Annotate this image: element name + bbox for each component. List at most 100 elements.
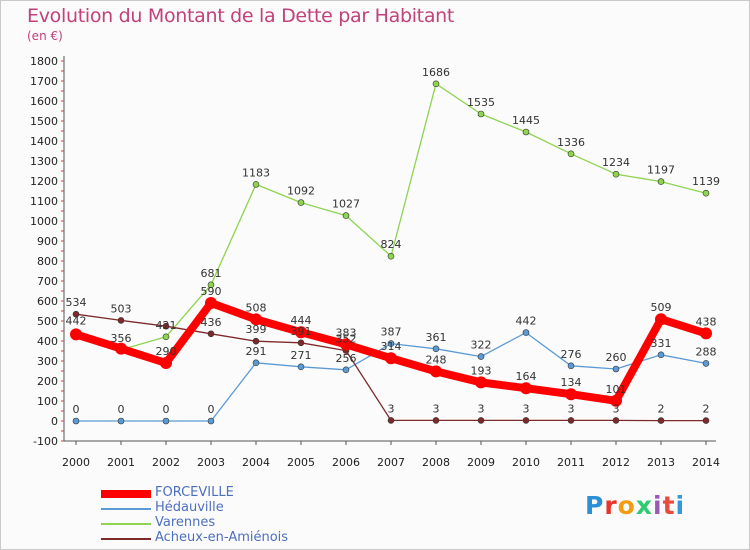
x-tick-label: 2011 bbox=[557, 456, 585, 469]
data-label: 399 bbox=[246, 323, 267, 336]
data-label: 101 bbox=[606, 383, 627, 396]
data-label: 0 bbox=[208, 403, 215, 416]
logo-letter: i bbox=[675, 491, 686, 520]
data-label: 391 bbox=[291, 325, 312, 338]
data-label: 3 bbox=[388, 402, 395, 415]
data-label: 503 bbox=[111, 302, 132, 315]
series-layer bbox=[70, 80, 712, 425]
data-label: 0 bbox=[118, 403, 125, 416]
data-label: 3 bbox=[523, 402, 530, 415]
x-tick-label: 2001 bbox=[107, 456, 135, 469]
series-point bbox=[475, 376, 487, 389]
data-label: 2 bbox=[703, 403, 710, 416]
data-label: 256 bbox=[336, 352, 357, 365]
series-point bbox=[117, 417, 125, 425]
series-point bbox=[72, 417, 80, 425]
y-tick-label: 0 bbox=[51, 415, 58, 428]
data-label: 438 bbox=[696, 315, 717, 328]
x-tick-label: 2008 bbox=[422, 456, 450, 469]
series-point bbox=[207, 281, 215, 289]
series-point bbox=[250, 313, 262, 326]
series-point bbox=[477, 417, 485, 424]
series-point bbox=[387, 252, 395, 260]
y-tick-label: 900 bbox=[37, 235, 58, 248]
series-point bbox=[252, 337, 260, 345]
series-point bbox=[702, 417, 710, 424]
logo-letter: i bbox=[653, 491, 663, 520]
data-label: 508 bbox=[246, 301, 267, 314]
data-label: 3 bbox=[613, 402, 620, 415]
series-point bbox=[387, 417, 395, 424]
series-point bbox=[657, 351, 665, 359]
y-tick-label: 100 bbox=[37, 395, 58, 408]
data-label: 824 bbox=[381, 238, 402, 251]
series-point bbox=[162, 322, 170, 330]
series-point bbox=[700, 327, 712, 340]
series-point bbox=[205, 297, 217, 309]
series-point bbox=[612, 170, 620, 178]
series-point bbox=[567, 417, 575, 424]
y-tick-label: 500 bbox=[37, 315, 58, 328]
y-tick-label: 200 bbox=[37, 375, 58, 388]
series-point bbox=[702, 189, 710, 197]
x-tick-label: 2004 bbox=[242, 456, 270, 469]
x-tick-label: 2005 bbox=[287, 456, 315, 469]
y-tick-label: 800 bbox=[37, 255, 58, 268]
data-label: 1234 bbox=[602, 156, 630, 169]
logo-letter: x bbox=[635, 491, 653, 520]
chart-title: Evolution du Montant de la Dette par Hab… bbox=[27, 5, 455, 27]
y-tick-label: 1000 bbox=[30, 215, 58, 228]
legend-swatch bbox=[101, 523, 151, 525]
series-point bbox=[430, 365, 442, 378]
data-label: 444 bbox=[291, 314, 312, 327]
series-point bbox=[567, 150, 575, 158]
data-label: 314 bbox=[381, 340, 402, 353]
data-label: 1445 bbox=[512, 114, 540, 127]
series-point bbox=[477, 110, 485, 118]
series-point bbox=[252, 359, 260, 367]
series-point bbox=[297, 199, 305, 206]
logo-letter: t bbox=[662, 491, 676, 520]
series-point bbox=[115, 342, 127, 355]
x-tick-label: 2012 bbox=[602, 456, 630, 469]
data-label: 436 bbox=[201, 316, 222, 329]
data-label: 0 bbox=[163, 403, 170, 416]
legend-swatch bbox=[101, 490, 151, 498]
x-tick-label: 2013 bbox=[647, 456, 675, 469]
legend-swatch bbox=[101, 538, 151, 540]
data-label: 509 bbox=[651, 301, 672, 314]
series-point bbox=[612, 417, 620, 424]
axes: -100010020030040050060070080090010001100… bbox=[30, 55, 720, 469]
data-label: 276 bbox=[561, 348, 582, 361]
series-point bbox=[520, 382, 532, 395]
data-label: 322 bbox=[471, 339, 492, 352]
series-point bbox=[612, 365, 620, 373]
series-point bbox=[477, 353, 485, 360]
x-tick-label: 2000 bbox=[62, 456, 90, 469]
series-point bbox=[297, 363, 305, 371]
data-label: 164 bbox=[516, 370, 537, 383]
x-tick-label: 2006 bbox=[332, 456, 360, 469]
x-tick-label: 2010 bbox=[512, 456, 540, 469]
data-label: 3 bbox=[568, 402, 575, 415]
data-label: 291 bbox=[246, 345, 267, 358]
data-label: 288 bbox=[696, 345, 717, 358]
data-label: 331 bbox=[651, 337, 672, 350]
data-label: 681 bbox=[201, 267, 222, 280]
data-label: 1092 bbox=[287, 185, 315, 198]
series-point bbox=[295, 326, 307, 339]
proxiti-logo: Proxiti bbox=[585, 491, 685, 520]
series-point bbox=[432, 345, 440, 353]
series-point bbox=[522, 329, 530, 336]
data-label: 290 bbox=[156, 345, 177, 358]
y-tick-label: 1200 bbox=[30, 175, 58, 188]
data-label: 2 bbox=[658, 403, 665, 416]
data-label: 1197 bbox=[647, 164, 675, 177]
series-point bbox=[565, 388, 577, 401]
series-point bbox=[162, 333, 170, 341]
x-tick-label: 2002 bbox=[152, 456, 180, 469]
y-tick-label: 400 bbox=[37, 335, 58, 348]
legend-label: FORCEVILLE bbox=[155, 485, 234, 500]
